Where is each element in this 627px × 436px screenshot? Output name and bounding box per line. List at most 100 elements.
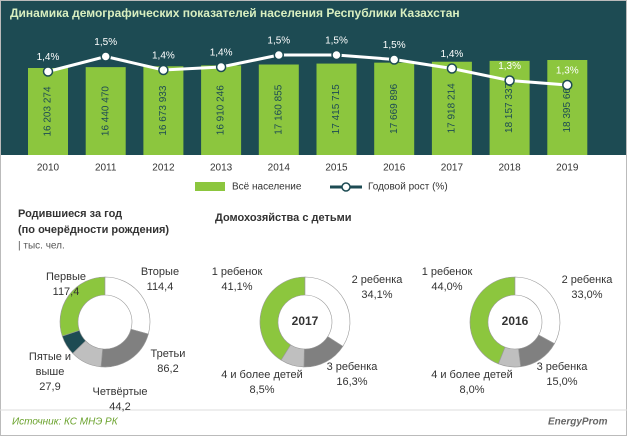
- bar: [143, 66, 184, 155]
- donut-center-label: 2016: [502, 314, 529, 328]
- bar-label: 17 669 896: [389, 83, 400, 133]
- bar: [201, 65, 242, 155]
- line-label: 1,5%: [383, 40, 406, 51]
- line-marker: [504, 75, 515, 86]
- x-tick-label: 2010: [37, 163, 60, 174]
- donut-label: 1 ребенок 41,1%: [192, 265, 282, 295]
- category-label: 1 ребенок: [211, 266, 263, 278]
- category-label: 3 ребенка: [536, 361, 588, 373]
- line-marker: [100, 51, 111, 62]
- value-label: 33,0%: [571, 289, 603, 301]
- x-tick-label: 2013: [210, 163, 233, 174]
- line-marker: [215, 61, 227, 73]
- line-label: 1,5%: [267, 36, 290, 47]
- legend-label: Годовой рост (%): [368, 182, 448, 193]
- x-tick-label: 2019: [556, 163, 579, 174]
- bar: [85, 67, 126, 155]
- line-marker: [388, 54, 400, 65]
- line-marker: [158, 64, 169, 76]
- line-marker: [273, 49, 285, 61]
- category-label: 2 ребенка: [351, 274, 403, 286]
- donut-segment: [61, 330, 87, 354]
- donut-label: 4 и более детей 8,5%: [217, 368, 307, 398]
- donut-label: 2 ребенка 33,0%: [542, 273, 627, 303]
- legend-swatch: [195, 182, 225, 191]
- value-label: 44,0%: [431, 281, 463, 293]
- donut-label: 3 ребенка 15,0%: [517, 360, 607, 390]
- value-label: 16,3%: [336, 376, 368, 388]
- bar-label: 18 157 337: [504, 82, 515, 132]
- line-marker: [42, 66, 54, 77]
- births-subtitle: (по очерёдности рождения): [18, 224, 169, 236]
- value-label: 8,0%: [459, 384, 485, 396]
- bar-label: 18 395 660: [562, 82, 573, 132]
- line-marker: [562, 79, 573, 91]
- category-label: Первые: [45, 271, 86, 283]
- donut-label: Третьи 86,2: [123, 347, 213, 377]
- bar: [316, 63, 357, 155]
- bar-label: 16 910 246: [216, 85, 227, 135]
- category-label: Вторые: [140, 266, 180, 278]
- donut-label: Вторые 114,4: [115, 265, 205, 295]
- donut-label: 3 ребенка 16,3%: [307, 360, 397, 390]
- value-label: 44,2: [109, 401, 131, 413]
- value-label: 8,5%: [249, 384, 275, 396]
- x-tick-label: 2018: [498, 163, 521, 174]
- line-marker: [446, 63, 458, 74]
- line-label: 1,3%: [498, 61, 521, 72]
- legend-label: Всё население: [232, 182, 302, 193]
- value-label: 114,4: [146, 281, 174, 293]
- bar: [374, 62, 415, 155]
- line-label: 1,5%: [94, 37, 117, 48]
- category-label: 1 ребенок: [421, 266, 473, 278]
- donut-segment: [469, 276, 516, 365]
- donut-label: 2 ребенка 34,1%: [332, 273, 422, 303]
- donut-segment: [280, 344, 305, 368]
- category-label: 4 и более детей: [221, 369, 303, 381]
- bar-label: 16 673 933: [158, 85, 169, 135]
- category-label: Четвёртые: [92, 386, 148, 398]
- donut-label: Пятые и выше 27,9: [5, 350, 95, 395]
- category-label: 3 ребенка: [326, 361, 378, 373]
- bar-label: 16 440 470: [100, 86, 111, 136]
- bar-label: 17 415 715: [331, 84, 342, 134]
- donut-segment: [498, 346, 521, 368]
- value-label: 27,9: [39, 381, 61, 393]
- value-label: 15,0%: [546, 376, 578, 388]
- bar: [258, 64, 299, 155]
- value-label: 41,1%: [221, 281, 253, 293]
- donut-center-label: 2017: [292, 314, 319, 328]
- value-label: 86,2: [157, 363, 179, 375]
- category-label: 4 и более детей: [431, 369, 513, 381]
- chart-title: Динамика демографических показателей нас…: [10, 6, 460, 20]
- donut-label: 1 ребенок 44,0%: [402, 265, 492, 295]
- category-label: 2 ребенка: [561, 274, 613, 286]
- donut-label: Четвёртые 44,2: [75, 385, 165, 415]
- logo: EnergyProm: [548, 417, 608, 428]
- line-marker: [331, 49, 342, 61]
- x-tick-label: 2011: [95, 163, 117, 174]
- bar: [547, 60, 588, 155]
- bar: [431, 61, 472, 155]
- legend-marker: [341, 182, 351, 192]
- births-title: Родившиеся за год: [18, 208, 122, 220]
- bar-label: 16 203 274: [43, 86, 54, 136]
- value-label: 34,1%: [361, 289, 393, 301]
- bar-label: 17 918 214: [447, 83, 458, 133]
- donut-label: 4 и более детей 8,0%: [427, 368, 517, 398]
- source: Источник: КС МНЭ РК: [12, 417, 119, 428]
- x-tick-label: 2017: [441, 163, 464, 174]
- line: [47, 53, 568, 87]
- line-label: 1,4%: [441, 49, 464, 60]
- bar: [28, 68, 68, 155]
- donut-label: Первые 117,4: [21, 270, 111, 300]
- line-label: 1,3%: [556, 66, 579, 77]
- x-tick-label: 2015: [325, 163, 348, 174]
- category-label: Пятые и выше: [28, 351, 72, 378]
- value-label: 117,4: [52, 286, 80, 298]
- category-label: Третьи: [150, 348, 186, 360]
- x-tick-label: 2016: [383, 163, 406, 174]
- births-unit: | тыс. чел.: [18, 241, 65, 252]
- x-tick-label: 2012: [152, 163, 175, 174]
